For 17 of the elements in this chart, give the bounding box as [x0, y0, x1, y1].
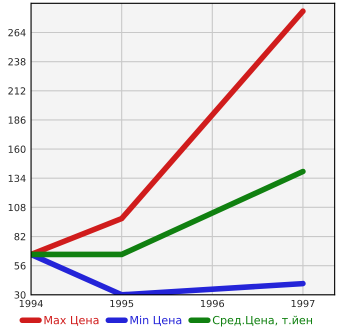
- legend-label: Max Цена: [44, 316, 98, 326]
- x-tick-label: 1996: [201, 300, 224, 308]
- legend-label: Min Цена: [130, 316, 182, 326]
- legend-label: Сред.Цена, т.йен: [212, 316, 312, 326]
- x-tick-label: 1995: [110, 300, 134, 308]
- y-tick-label: 264: [8, 28, 26, 36]
- y-tick-label: 212: [8, 87, 26, 94]
- y-tick-label: 30: [14, 291, 26, 299]
- y-tick-label: 56: [14, 262, 26, 270]
- y-tick-label: 108: [8, 204, 26, 212]
- x-tick-label: 1997: [292, 300, 314, 308]
- y-tick-label: 160: [8, 146, 26, 153]
- y-tick-label: 82: [14, 232, 26, 240]
- y-tick-label: 238: [8, 58, 26, 66]
- y-tick-label: 134: [8, 174, 26, 182]
- y-tick-label: 186: [8, 116, 26, 124]
- x-tick-label: 1994: [20, 300, 43, 308]
